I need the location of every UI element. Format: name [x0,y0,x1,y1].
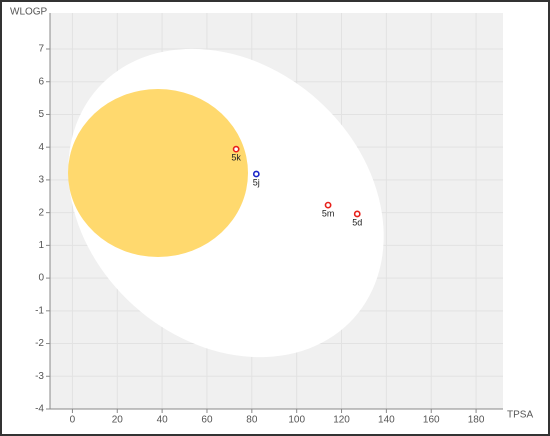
y-tick-label: 2 [38,207,44,218]
y-tick-label: -4 [35,404,44,415]
y-tick-label: 1 [38,240,44,251]
y-tick-label: -1 [35,305,44,316]
x-tick-label: 140 [378,415,395,426]
x-tick-label: 20 [112,415,124,426]
y-tick-label: -3 [35,371,44,382]
y-tick-label: 0 [38,273,44,284]
x-tick-label: 40 [157,415,169,426]
x-tick-label: 80 [246,415,258,426]
point [353,210,361,218]
x-tick-label: 0 [70,415,76,426]
x-axis-label: TPSA [507,410,533,421]
point-label: 5m [322,208,335,218]
point [324,201,332,209]
bbb-region [68,89,248,257]
point [252,170,260,178]
y-axis-label: WLOGP [10,7,48,18]
x-tick-label: 160 [423,415,440,426]
y-tick-label: 5 [38,109,44,120]
x-tick-label: 180 [468,415,485,426]
y-tick-label: -2 [35,338,44,349]
x-tick-label: 120 [333,415,350,426]
x-tick-label: 100 [288,415,305,426]
x-tick-label: 60 [201,415,213,426]
point-label: 5j [253,177,260,187]
point-label: 5d [352,217,362,227]
y-tick-label: 6 [38,76,44,87]
y-tick-label: 7 [38,44,44,55]
y-tick-label: 3 [38,175,44,186]
point-label: 5k [231,153,241,163]
y-tick-label: 4 [38,142,44,153]
point [232,145,240,153]
